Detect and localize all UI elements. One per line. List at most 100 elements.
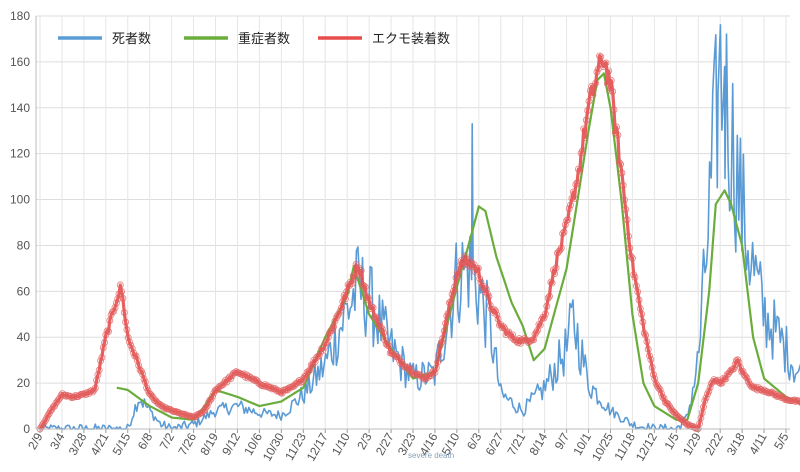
ecmo-point-marker: [114, 295, 122, 303]
ecmo-point-marker: [485, 293, 493, 300]
ecmo-point-marker: [126, 338, 133, 346]
ecmo-point-marker: [650, 371, 657, 378]
ecmo-point-marker: [341, 295, 349, 303]
ecmo-point-marker: [132, 352, 140, 360]
ecmo-point-marker: [622, 205, 630, 213]
ecmo-point-marker: [625, 232, 632, 240]
ecmo-point-marker: [697, 414, 705, 422]
ecmo-point-marker: [581, 133, 589, 141]
ecmo-point-marker: [706, 383, 714, 391]
ecmo-point-marker: [628, 254, 636, 262]
ecmo-point-marker: [461, 252, 469, 260]
ecmo-point-marker: [423, 372, 431, 380]
ecmo-point-marker: [435, 351, 443, 359]
ecmo-point-marker: [401, 363, 409, 371]
ecmo-point-marker: [294, 378, 302, 386]
ecmo-point-marker: [361, 283, 369, 291]
ecmo-point-marker: [61, 391, 69, 399]
ecmo-point-marker: [456, 262, 464, 270]
ecmo-point-marker: [372, 313, 380, 321]
ecmo-point-marker: [493, 311, 501, 319]
ecmo-point-marker: [120, 309, 128, 317]
y-tick-label: 160: [10, 55, 30, 69]
y-tick-label: 80: [17, 238, 31, 252]
ecmo-point-marker: [646, 352, 653, 360]
ecmo-point-marker: [360, 282, 368, 290]
ecmo-point-marker: [609, 88, 617, 95]
legend-label: エクモ装着数: [372, 31, 450, 47]
ecmo-point-marker: [411, 371, 419, 379]
ecmo-point-marker: [380, 329, 388, 337]
ecmo-point-marker: [94, 371, 102, 379]
ecmo-point-marker: [203, 402, 211, 410]
ecmo-point-marker: [617, 160, 625, 168]
ecmo-point-marker: [571, 194, 578, 202]
ecmo-point-marker: [97, 357, 105, 365]
ecmo-point-marker: [627, 253, 635, 260]
ecmo-point-marker: [601, 60, 609, 68]
ecmo-point-marker: [328, 326, 336, 334]
ecmo-point-marker: [439, 334, 447, 342]
ecmo-point-marker: [565, 205, 573, 213]
ecmo-point-marker: [605, 67, 613, 75]
series-group: [36, 24, 800, 433]
ecmo-point-marker: [305, 367, 313, 375]
ecmo-point-marker: [324, 333, 332, 341]
ecmo-point-marker: [110, 307, 118, 315]
ecmo-point-marker: [639, 318, 647, 326]
ecmo-point-marker: [227, 375, 235, 383]
ecmo-point-marker: [135, 362, 143, 369]
y-tick-label: 180: [10, 9, 30, 23]
ecmo-point-marker: [116, 281, 124, 289]
ecmo-point-marker: [492, 307, 499, 315]
ecmo-point-marker: [572, 181, 580, 189]
ecmo-point-marker: [557, 244, 565, 252]
ecmo-point-marker: [560, 228, 568, 236]
ecmo-point-marker: [797, 399, 800, 406]
ecmo-point-marker: [118, 288, 126, 296]
ecmo-point-marker: [378, 325, 386, 333]
ecmo-point-marker: [626, 244, 634, 252]
ecmo-point-marker: [315, 352, 323, 360]
ecmo-point-marker: [95, 366, 103, 374]
ecmo-point-marker: [369, 304, 377, 312]
ecmo-point-marker: [119, 294, 127, 302]
ecmo-point-marker: [482, 285, 490, 293]
ecmo-point-marker: [656, 386, 664, 394]
ecmo-point-marker: [544, 294, 552, 302]
ecmo-point-marker: [647, 356, 655, 364]
ecmo-point-marker: [642, 331, 650, 339]
ecmo-point-marker: [124, 334, 132, 342]
y-tick-label: 60: [17, 284, 31, 298]
ecmo-point-marker: [547, 278, 555, 286]
ecmo-point-marker: [366, 305, 374, 312]
ecmo-point-marker: [635, 296, 643, 304]
ecmo-point-marker: [567, 201, 574, 209]
ecmo-point-marker: [743, 374, 751, 382]
ecmo-point-marker: [715, 379, 723, 386]
ecmo-point-marker: [440, 327, 448, 335]
ecmo-point-marker: [610, 106, 618, 114]
ecmo-point-marker: [428, 368, 436, 376]
ecmo-point-marker: [499, 323, 507, 331]
ecmo-point-marker: [434, 358, 442, 366]
ecmo-point-marker: [357, 267, 365, 274]
ecmo-point-marker: [445, 299, 453, 307]
ecmo-point-marker: [410, 370, 418, 378]
ecmo-point-marker: [373, 315, 381, 323]
ecmo-point-marker: [584, 107, 592, 114]
ecmo-point-marker: [580, 125, 588, 133]
y-tick-label: 40: [17, 330, 31, 344]
ecmo-point-marker: [559, 230, 567, 238]
secondary-legend-note: severe death: [408, 451, 454, 460]
y-tick-label: 20: [17, 376, 31, 390]
ecmo-point-marker: [589, 91, 597, 99]
ecmo-point-marker: [351, 274, 359, 282]
ecmo-point-marker: [638, 310, 646, 318]
ecmo-point-marker: [455, 271, 463, 279]
ecmo-point-marker: [488, 305, 495, 313]
ecmo-point-marker: [705, 387, 713, 395]
